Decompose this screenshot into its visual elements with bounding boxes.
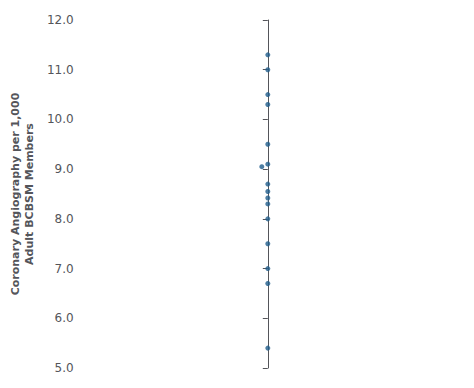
svg-text:Coronary Angiography per 1,000: Coronary Angiography per 1,000 [9,92,22,295]
svg-text:12.0: 12.0 [47,13,74,27]
svg-text:6.0: 6.0 [55,311,74,325]
svg-text:Adult BCBSM Members: Adult BCBSM Members [23,123,36,265]
svg-text:10.0: 10.0 [47,112,74,126]
svg-text:8.0: 8.0 [55,212,74,226]
svg-text:9.0: 9.0 [55,162,74,176]
svg-text:7.0: 7.0 [55,262,74,276]
svg-text:5.0: 5.0 [55,361,74,375]
svg-text:11.0: 11.0 [47,63,74,77]
